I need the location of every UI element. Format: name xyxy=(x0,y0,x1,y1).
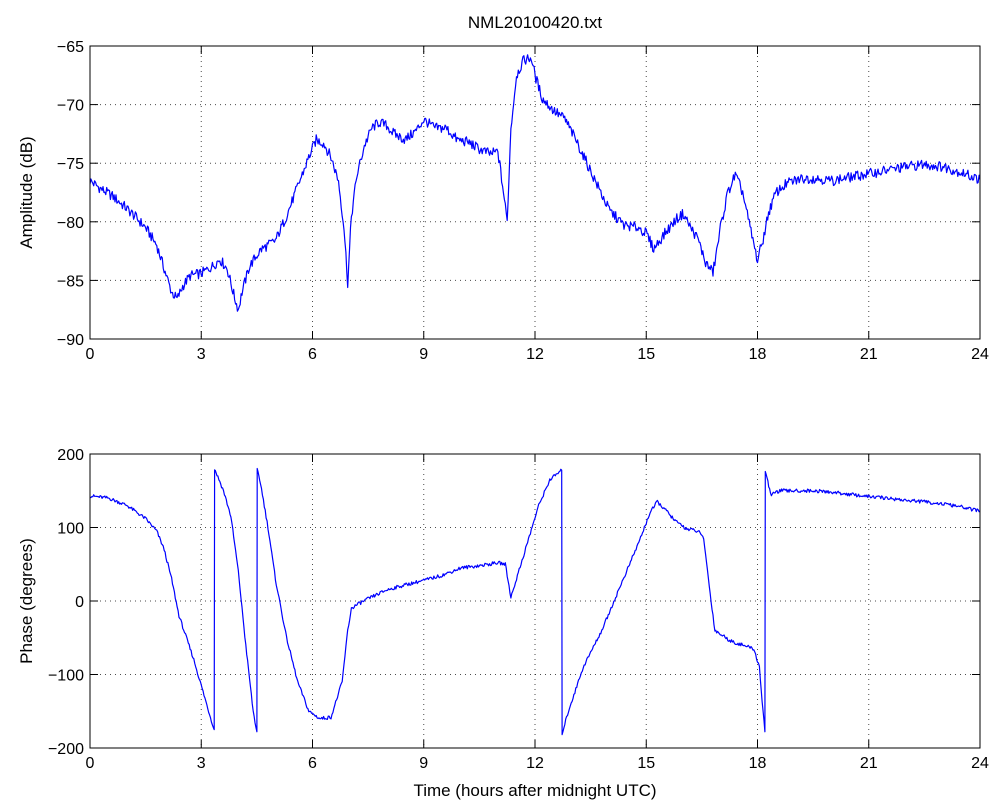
phase-plot: 0 3 6 9 12 15 18 21 24 −200 −100 0 100 200 Phase (degr… xyxy=(17,447,989,800)
y-tick-label: −80 xyxy=(57,215,84,232)
x-tick-label: 0 xyxy=(86,346,95,363)
y-tick-label: 100 xyxy=(57,521,84,538)
y-axis-label: Amplitude (dB) xyxy=(17,136,36,248)
x-tick-label: 3 xyxy=(197,755,206,772)
plot-frame xyxy=(89,45,981,340)
y-tick-label: −65 xyxy=(57,39,84,56)
y-tick-label: −200 xyxy=(48,741,84,758)
x-tick-label: 15 xyxy=(637,346,655,363)
x-tick-label: 15 xyxy=(637,755,655,772)
y-axis-label: Phase (degrees) xyxy=(17,538,36,664)
y-tick-label: −100 xyxy=(48,668,84,685)
y-tick-label: −90 xyxy=(57,332,84,349)
x-tick-label: 9 xyxy=(419,346,428,363)
amplitude-plot: 0 3 6 9 12 15 18 21 24 −90 −85 −80 −75 −70 −65 NML20100… xyxy=(17,13,989,363)
series-line xyxy=(90,467,980,736)
x-tick-label: 12 xyxy=(526,755,544,772)
y-tick-label: 0 xyxy=(75,594,84,611)
x-axis-label: Time (hours after midnight UTC) xyxy=(413,781,656,800)
y-tick-label: −75 xyxy=(57,156,84,173)
x-tick-label: 21 xyxy=(860,346,878,363)
x-tick-label: 21 xyxy=(860,755,878,772)
x-tick-label: 18 xyxy=(749,346,767,363)
x-tick-label: 6 xyxy=(308,346,317,363)
x-tick-label: 24 xyxy=(971,346,989,363)
y-tick-label: −70 xyxy=(57,98,84,115)
chart-title: NML20100420.txt xyxy=(468,13,602,32)
x-tick-label: 3 xyxy=(197,346,206,363)
x-tick-label: 9 xyxy=(419,755,428,772)
y-tick-label: 200 xyxy=(57,447,84,464)
x-tick-label: 6 xyxy=(308,755,317,772)
x-tick-label: 0 xyxy=(86,755,95,772)
series-line xyxy=(90,54,980,312)
x-tick-label: 24 xyxy=(971,755,989,772)
x-tick-label: 18 xyxy=(749,755,767,772)
y-tick-label: −85 xyxy=(57,273,84,290)
x-tick-label: 12 xyxy=(526,346,544,363)
